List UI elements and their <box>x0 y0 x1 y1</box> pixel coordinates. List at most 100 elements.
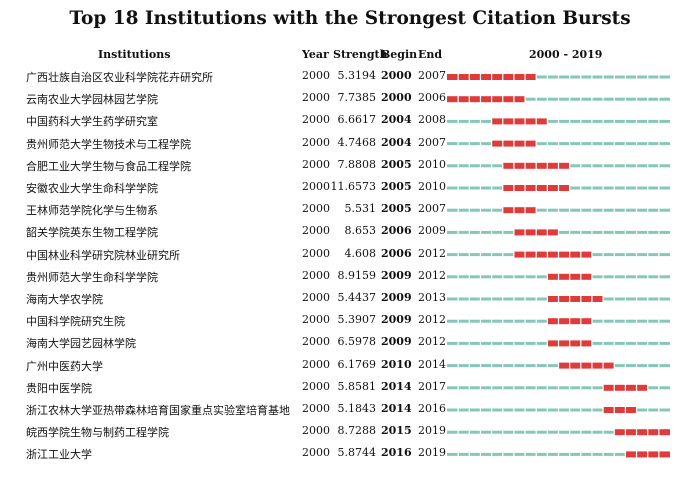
year-separator <box>647 73 649 81</box>
year-separator <box>513 206 515 214</box>
strength-value: 4.608 <box>344 246 377 260</box>
year-separator <box>513 117 515 125</box>
year-separator <box>647 428 649 436</box>
year-separator <box>468 384 470 392</box>
year-separator <box>491 206 493 214</box>
year-value: 2000 <box>302 224 330 238</box>
year-separator <box>524 362 526 370</box>
year-value: 2000 <box>302 268 330 282</box>
year-separator <box>624 184 626 192</box>
institution-name: 浙江农林大学亚热带森林培育国家重点实验室培育基地 <box>26 404 290 417</box>
begin-value: 2005 <box>381 157 412 171</box>
year-separator <box>502 184 504 192</box>
year-separator <box>491 95 493 103</box>
year-separator <box>580 140 582 148</box>
year-separator <box>613 140 615 148</box>
year-separator <box>569 339 571 347</box>
year-separator <box>635 384 638 392</box>
year-separator <box>647 228 649 236</box>
year-separator <box>479 162 482 170</box>
year-separator <box>580 406 582 414</box>
end-value: 2010 <box>418 157 446 171</box>
year-separator <box>468 140 470 148</box>
year-separator <box>502 73 504 81</box>
year-separator <box>457 117 459 125</box>
year-separator <box>569 384 571 392</box>
year-separator <box>513 450 515 458</box>
year-separator <box>602 117 604 125</box>
year-separator <box>557 273 560 281</box>
year-separator <box>535 362 537 370</box>
year-separator <box>535 339 537 347</box>
year-separator <box>491 73 493 81</box>
year-separator <box>513 384 515 392</box>
year-separator <box>624 140 626 148</box>
burst-bar <box>558 362 615 369</box>
year-separator <box>479 184 482 192</box>
year-separator <box>457 362 459 370</box>
year-separator <box>658 384 660 392</box>
year-separator <box>624 406 626 414</box>
year-separator <box>468 273 470 281</box>
year-separator <box>513 251 515 259</box>
institution-name: 云南农业大学园林园艺学院 <box>26 93 158 107</box>
year-separator <box>513 406 515 414</box>
strength-value: 8.653 <box>344 224 377 238</box>
year-separator <box>647 362 649 370</box>
year-separator <box>468 428 470 436</box>
year-separator <box>647 140 649 148</box>
year-separator <box>479 428 482 436</box>
year-separator <box>479 450 482 458</box>
year-separator <box>491 450 493 458</box>
year-separator <box>635 184 638 192</box>
year-separator <box>569 428 571 436</box>
year-separator <box>491 295 493 303</box>
year-separator <box>624 228 626 236</box>
year-value: 2000 <box>302 357 330 371</box>
strength-value: 4.7468 <box>337 135 377 149</box>
year-separator <box>524 295 526 303</box>
year-separator <box>591 428 593 436</box>
year-separator <box>580 206 582 214</box>
year-separator <box>635 317 638 325</box>
year-separator <box>591 117 593 125</box>
year-separator <box>457 228 459 236</box>
year-separator <box>613 406 615 414</box>
begin-value: 2005 <box>381 202 412 216</box>
year-separator <box>546 117 548 125</box>
year-separator <box>513 228 515 236</box>
year-separator <box>624 206 626 214</box>
year-separator <box>479 251 482 259</box>
year-separator <box>591 273 593 281</box>
year-separator <box>502 95 504 103</box>
chart-title: Top 18 Institutions with the Strongest C… <box>69 8 631 29</box>
year-separator <box>613 317 615 325</box>
year-separator <box>591 339 593 347</box>
institution-name: 中国科学院研究生院 <box>26 315 125 329</box>
end-value: 2019 <box>418 424 446 438</box>
institution-name: 合肥工业大学生物与食品工程学院 <box>26 159 191 173</box>
year-separator <box>569 317 571 325</box>
year-separator <box>557 450 560 458</box>
year-separator <box>457 450 459 458</box>
year-separator <box>513 295 515 303</box>
end-value: 2012 <box>418 246 446 260</box>
year-separator <box>613 184 615 192</box>
year-separator <box>546 162 548 170</box>
year-separator <box>602 273 604 281</box>
year-separator <box>635 73 638 81</box>
year-separator <box>557 406 560 414</box>
year-separator <box>569 295 571 303</box>
institution-name: 贵阳中医学院 <box>26 381 92 395</box>
year-separator <box>569 406 571 414</box>
year-separator <box>602 206 604 214</box>
year-separator <box>546 251 548 259</box>
burst-bar <box>502 207 537 214</box>
year-separator <box>535 228 537 236</box>
year-separator <box>647 406 649 414</box>
year-separator <box>624 339 626 347</box>
year-separator <box>468 450 470 458</box>
year-separator <box>602 317 604 325</box>
year-separator <box>602 251 604 259</box>
year-separator <box>569 117 571 125</box>
